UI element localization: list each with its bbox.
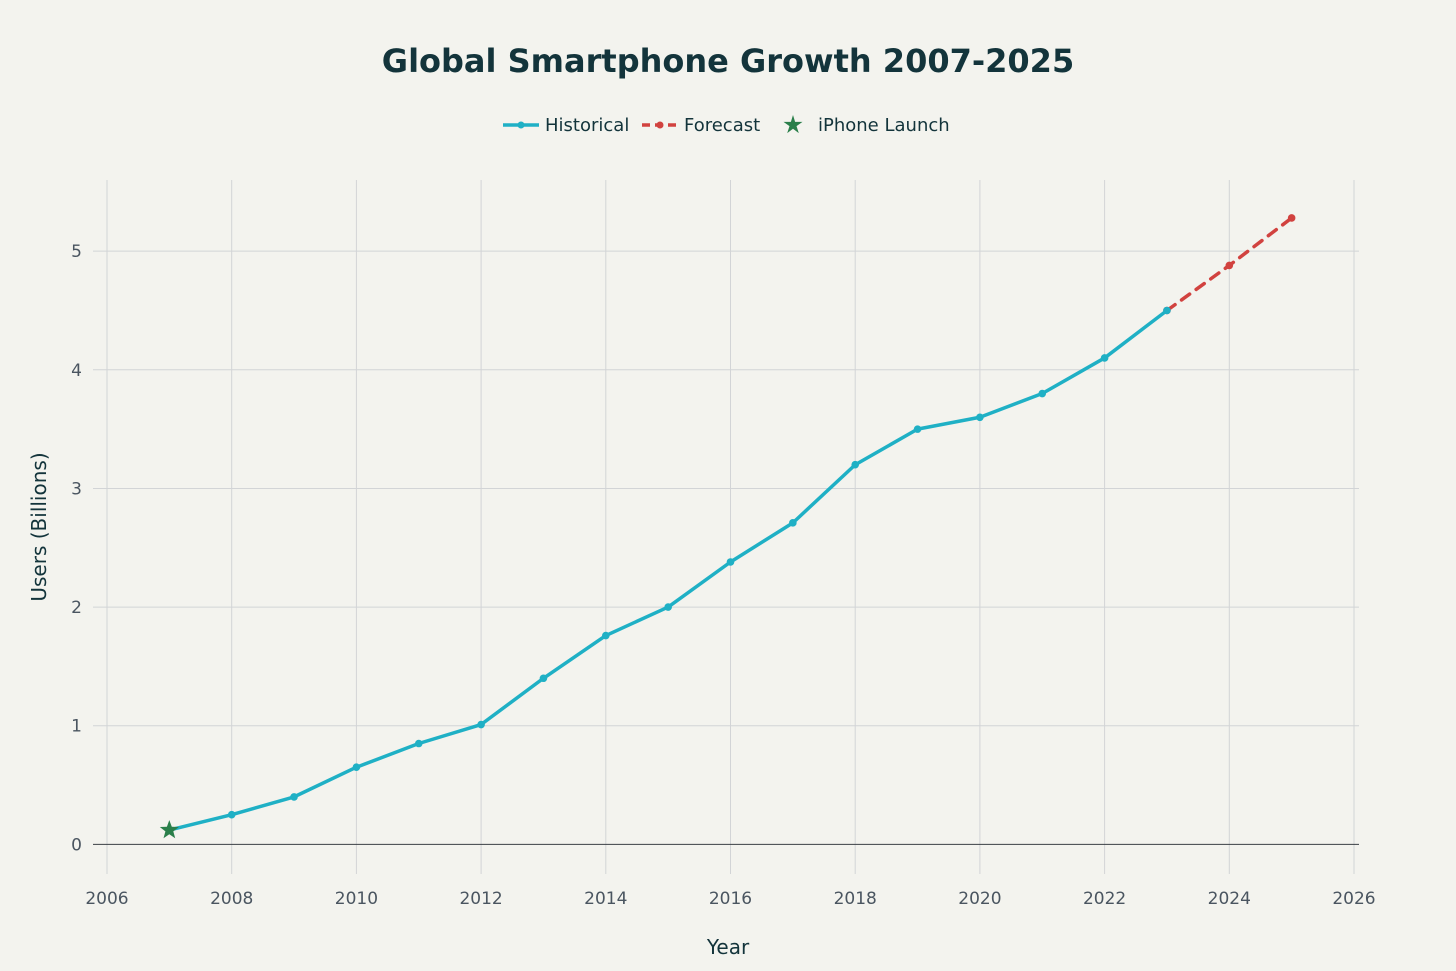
historical-point	[1163, 306, 1171, 315]
x-tick-label: 2016	[709, 889, 752, 909]
legend: Historical Forecast iPhone Launch	[503, 115, 950, 136]
historical-point	[602, 631, 610, 640]
historical-point	[664, 603, 672, 611]
legend-forecast-marker	[656, 121, 664, 129]
y-tick-label: 5	[71, 242, 82, 262]
chart-title: Global Smartphone Growth 2007-2025	[382, 42, 1074, 80]
historical-point	[414, 739, 423, 748]
y-tick-label: 0	[71, 835, 82, 855]
series	[159, 214, 1296, 839]
historical-point	[726, 558, 735, 566]
legend-iphone-launch-label: iPhone Launch	[818, 115, 950, 136]
y-tick-label: 4	[71, 361, 82, 381]
grid	[93, 180, 1359, 874]
legend-historical-marker	[517, 121, 525, 129]
forecast-point	[1287, 214, 1296, 222]
x-tick-label: 2020	[958, 889, 1001, 909]
historical-point	[1038, 389, 1047, 398]
legend-historical-label: Historical	[545, 115, 629, 136]
legend-item-forecast[interactable]: Forecast	[642, 115, 760, 136]
x-tick-label: 2014	[584, 889, 627, 909]
historical-point	[477, 720, 485, 729]
historical-point	[539, 674, 548, 683]
legend-item-iphone-launch[interactable]: iPhone Launch	[783, 115, 950, 136]
x-tick-label: 2010	[335, 889, 378, 909]
x-tick-label: 2024	[1208, 889, 1251, 909]
iphone-launch-star-icon	[159, 820, 179, 839]
historical-point	[1100, 354, 1109, 362]
historical-point	[913, 425, 922, 433]
x-tick-label: 2012	[459, 889, 502, 909]
y-tick-label: 1	[71, 717, 82, 737]
x-axis-title: Year	[706, 935, 750, 959]
historical-point	[789, 519, 797, 527]
y-axis-ticks: 0 1 2 3 4 5	[71, 242, 82, 855]
x-axis-ticks: 2006 2008 2010 2012 2014 2016 2018 2020 2022 2024…	[85, 889, 1375, 909]
x-tick-label: 2006	[85, 889, 128, 909]
x-tick-label: 2018	[834, 889, 877, 909]
legend-item-historical[interactable]: Historical	[503, 115, 629, 136]
y-tick-label: 2	[71, 598, 82, 618]
legend-star-icon	[783, 115, 803, 134]
historical-point	[851, 460, 859, 469]
y-axis-title: Users (Billions)	[27, 452, 51, 601]
historical-point	[976, 413, 984, 422]
historical-point	[352, 763, 361, 772]
x-tick-label: 2008	[210, 889, 253, 909]
x-tick-label: 2026	[1332, 889, 1375, 909]
historical-line	[167, 308, 1169, 832]
forecast-point	[1225, 261, 1234, 270]
historical-point	[290, 793, 298, 801]
legend-forecast-label: Forecast	[684, 115, 760, 136]
x-tick-label: 2022	[1083, 889, 1126, 909]
historical-point	[227, 810, 236, 819]
y-tick-label: 3	[71, 479, 82, 499]
